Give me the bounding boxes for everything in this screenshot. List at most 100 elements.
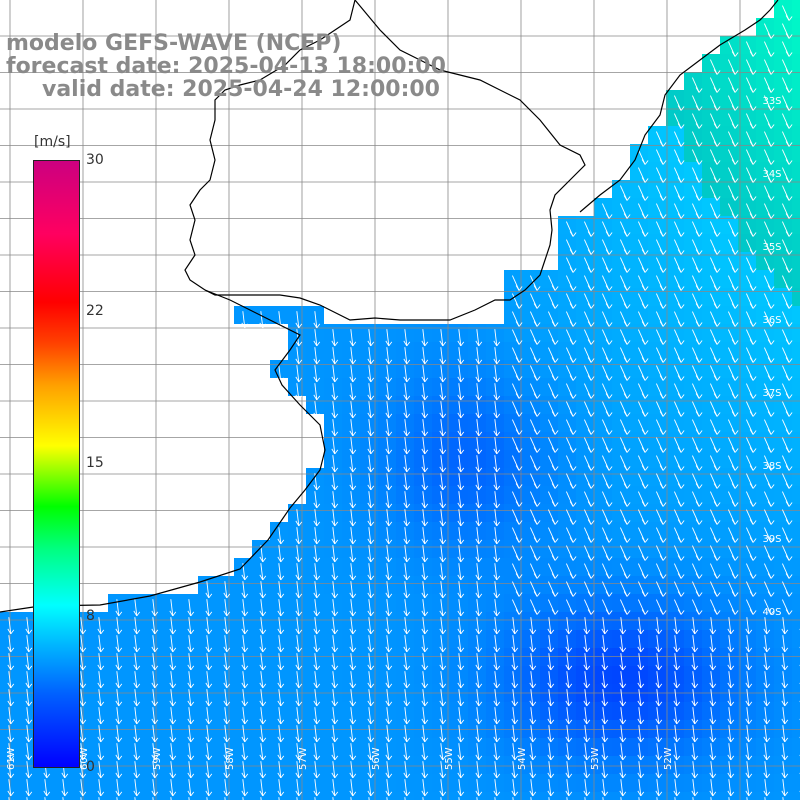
wind-cell (522, 360, 540, 378)
wind-arrow (619, 779, 627, 797)
wind-cell (594, 594, 612, 612)
wind-cell (594, 450, 612, 468)
wind-cell (774, 558, 792, 576)
wind-arrow (475, 347, 483, 365)
wind-cell (648, 576, 666, 594)
wind-arrow (781, 725, 789, 743)
wind-arrow (133, 617, 141, 635)
wind-cell (630, 378, 648, 396)
wind-arrow (133, 599, 141, 617)
wind-arrow (457, 563, 465, 581)
wind-arrow (313, 347, 321, 365)
wind-arrow (547, 707, 555, 725)
wind-arrow (313, 527, 321, 545)
wind-arrow (493, 527, 501, 545)
wind-arrow (385, 365, 393, 383)
wind-arrow (655, 311, 667, 327)
wind-arrow (493, 545, 501, 563)
wind-arrow (727, 743, 735, 761)
wind-arrow (547, 491, 559, 507)
wind-cell (756, 108, 774, 126)
wind-arrow (781, 257, 793, 273)
wind-arrow (475, 635, 483, 653)
wind-arrow (619, 707, 627, 725)
wind-cell (792, 180, 800, 198)
wind-arrow (349, 329, 357, 347)
wind-arrow (565, 581, 577, 597)
wind-arrow (547, 527, 559, 543)
wind-arrow (781, 545, 793, 561)
wind-arrow (637, 203, 649, 219)
wind-cell (378, 792, 396, 800)
wind-arrow (439, 527, 447, 545)
wind-arrow (169, 761, 177, 779)
wind-arrow (745, 527, 757, 543)
wind-arrow (151, 635, 159, 653)
valid-date: valid date: 2025-04-24 12:00:00 (42, 77, 440, 102)
wind-arrow (403, 743, 411, 761)
wind-arrow (655, 563, 667, 579)
wind-cell (594, 252, 612, 270)
wind-cell (684, 162, 702, 180)
wind-arrow (763, 293, 775, 309)
wind-cell (576, 792, 594, 800)
wind-cell (324, 792, 342, 800)
wind-arrow (727, 311, 739, 327)
wind-arrow (565, 635, 573, 653)
wind-arrow (493, 725, 501, 743)
wind-arrow (601, 617, 609, 635)
wind-cell (612, 180, 630, 198)
wind-arrow (367, 455, 375, 473)
wind-arrow (673, 617, 681, 635)
wind-arrow (583, 347, 595, 363)
wind-cell (702, 360, 720, 378)
wind-cell (630, 414, 648, 432)
wind-arrow (205, 689, 213, 707)
colorbar-unit: [m/s] (34, 134, 71, 150)
wind-arrow (601, 401, 613, 417)
wind-arrow (619, 203, 631, 219)
wind-arrow (475, 653, 483, 671)
wind-arrow (115, 635, 123, 653)
wind-arrow (673, 491, 685, 507)
wind-cell (756, 504, 774, 522)
wind-arrow (241, 653, 249, 671)
wind-arrow (745, 635, 753, 653)
wind-arrow (241, 617, 249, 635)
wind-cell (684, 396, 702, 414)
wind-arrow (709, 365, 721, 381)
wind-arrow (637, 509, 649, 525)
wind-arrow (655, 149, 667, 165)
wind-arrow (637, 689, 645, 707)
wind-arrow (475, 329, 483, 347)
wind-cell (504, 288, 522, 306)
wind-arrow (745, 725, 753, 743)
wind-arrow (583, 239, 595, 255)
wind-cell (774, 414, 792, 432)
wind-arrow (367, 329, 375, 347)
wind-cell (792, 738, 800, 756)
wind-arrow (727, 599, 739, 615)
wind-arrow (529, 671, 537, 689)
wind-cell (558, 360, 576, 378)
wind-arrow (583, 401, 595, 417)
wind-arrow (583, 725, 591, 743)
wind-arrow (745, 275, 757, 291)
wind-cell (738, 558, 756, 576)
wind-arrow (583, 761, 591, 779)
wind-arrow (547, 365, 559, 381)
wind-cell (540, 468, 558, 486)
wind-arrow (331, 563, 339, 581)
wind-arrow (547, 509, 559, 525)
wind-arrow (745, 617, 753, 635)
wind-arrow (331, 743, 339, 761)
wind-arrow (763, 563, 775, 579)
wind-arrow (133, 707, 141, 725)
wind-cell (792, 504, 800, 522)
wind-cell (720, 540, 738, 558)
wind-arrow (655, 509, 667, 525)
wind-arrow (619, 311, 631, 327)
wind-arrow (439, 455, 447, 473)
wind-arrow (601, 239, 613, 255)
